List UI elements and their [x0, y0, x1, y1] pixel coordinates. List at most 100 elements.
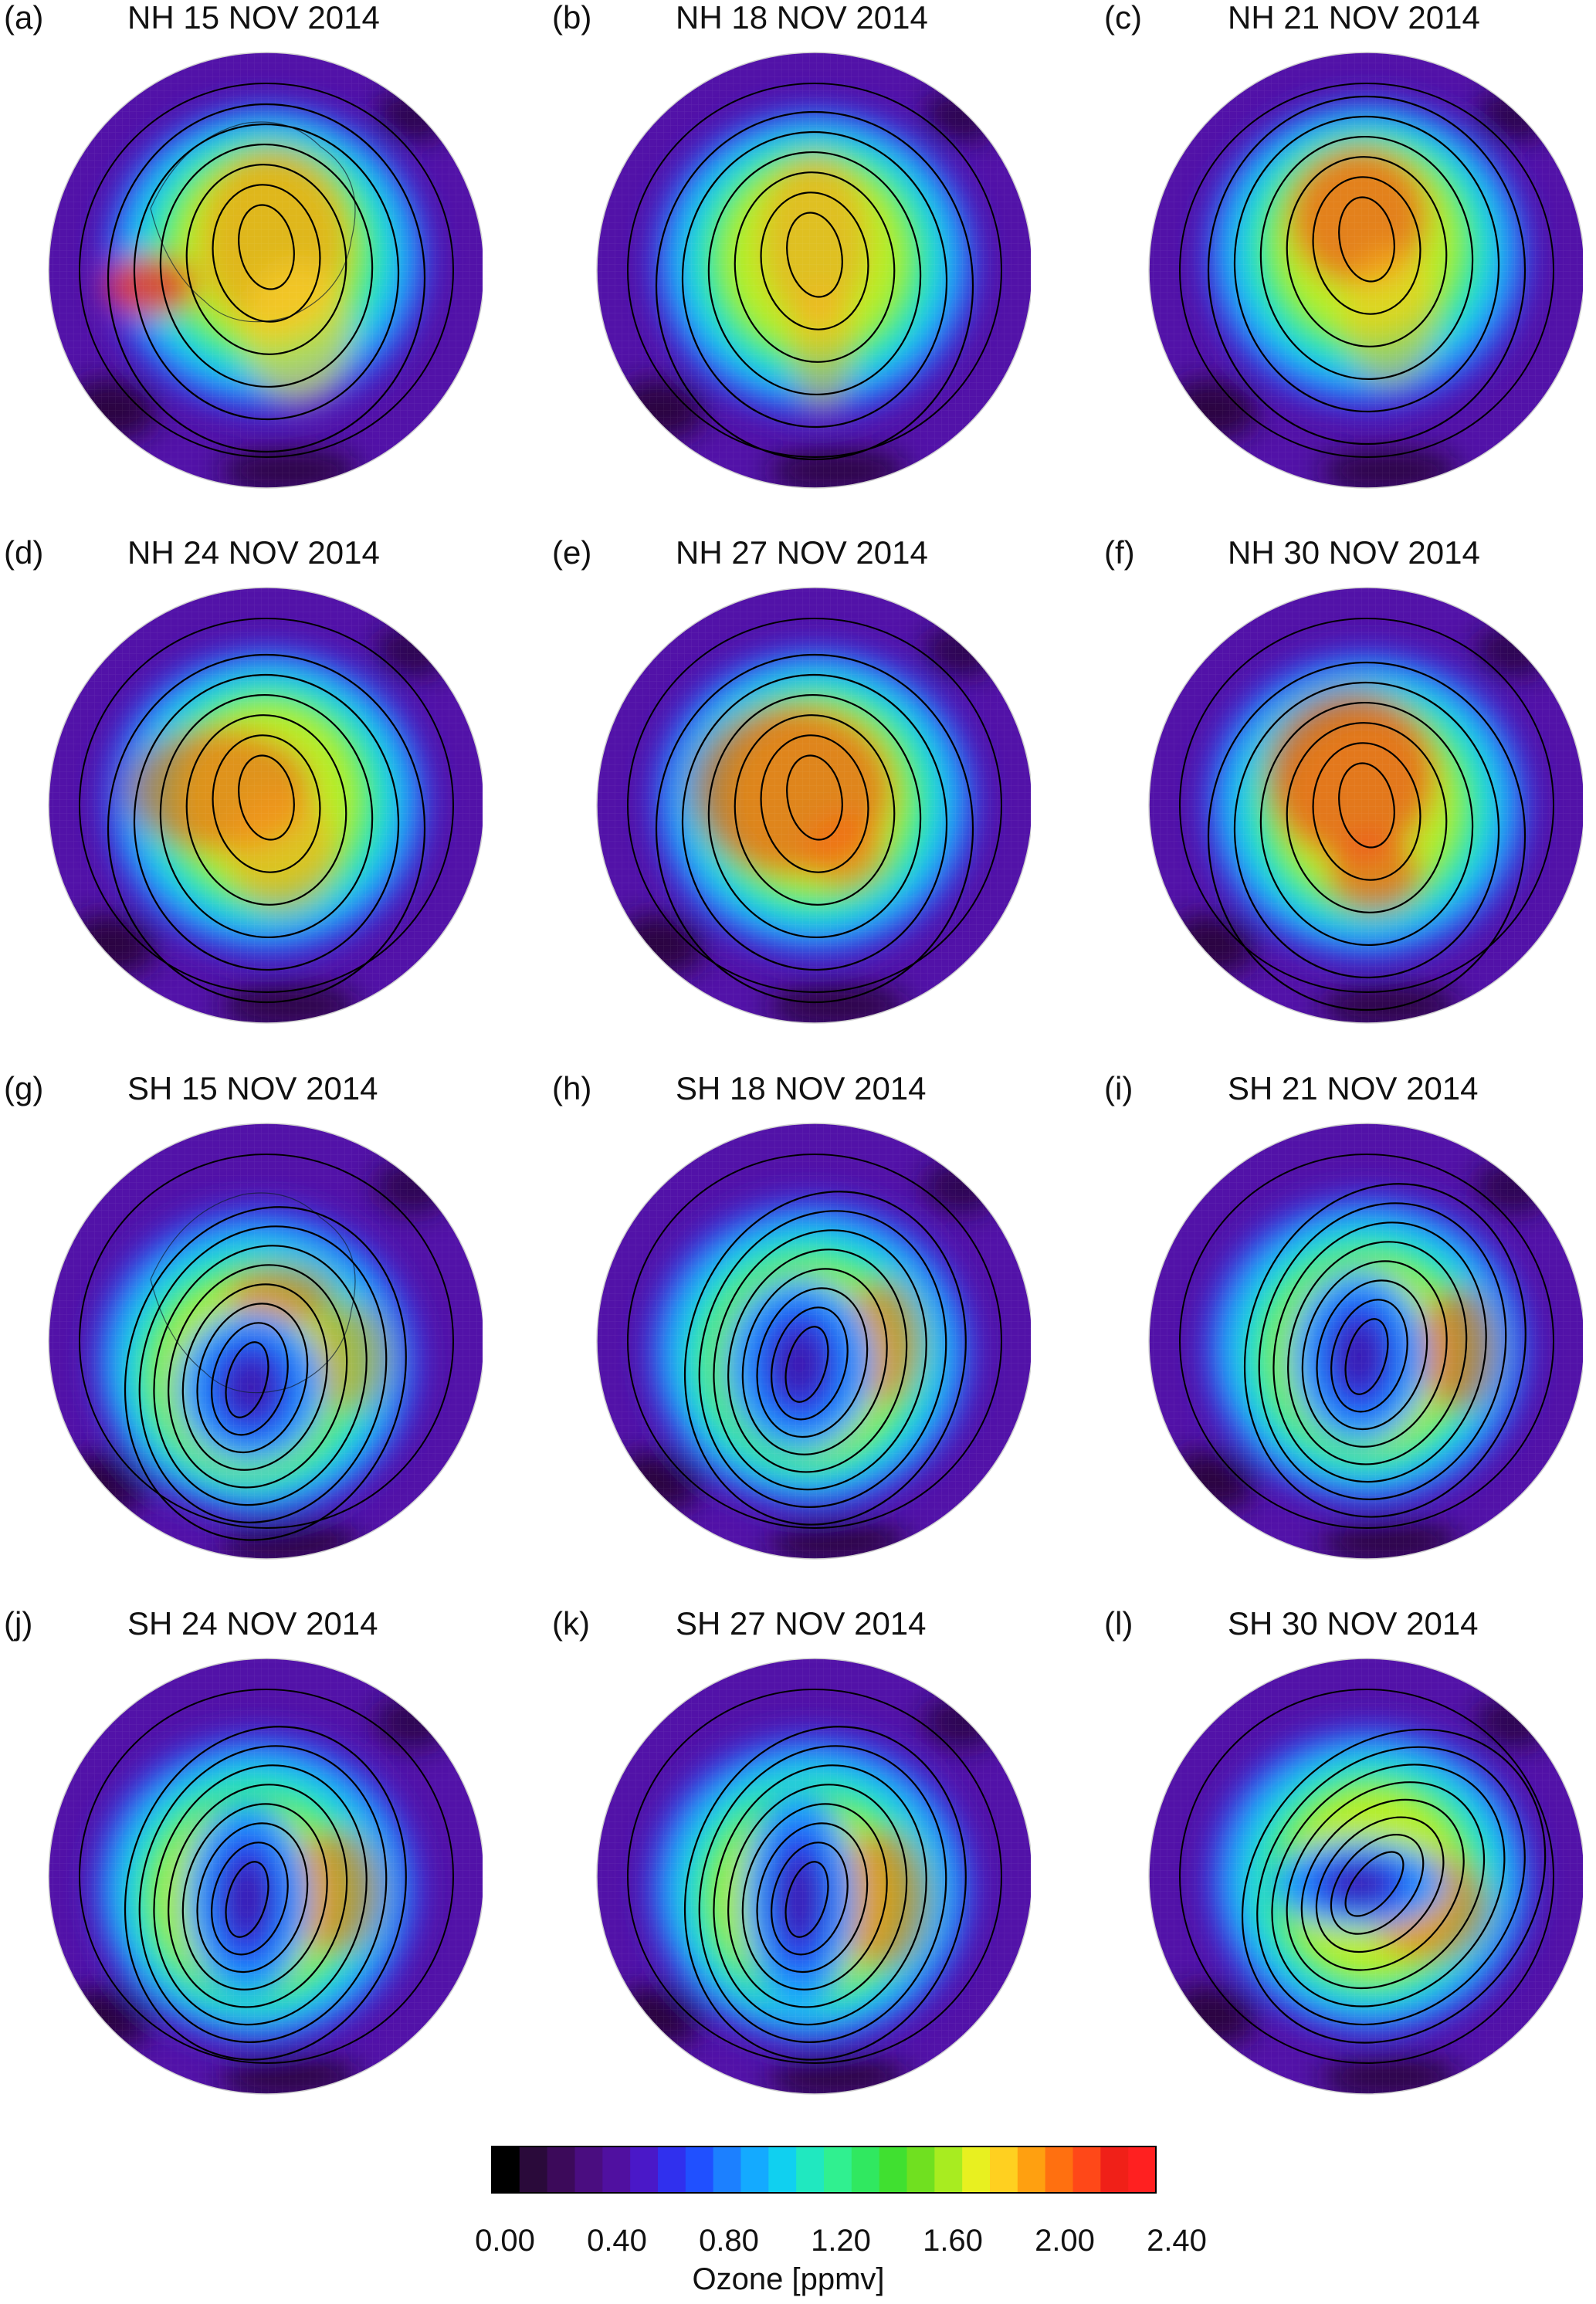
colorbar-label: Ozone [ppmv]	[692, 2262, 885, 2296]
colorbar-swatch	[740, 2146, 769, 2193]
polar-map	[1148, 587, 1583, 1024]
panel-title: SH 24 NOV 2014	[127, 1605, 378, 1642]
colorbar-tick-label: 1.20	[811, 2224, 871, 2258]
map-panel-g: (g) SH 15 NOV 2014	[4, 1071, 483, 1596]
ozone-field	[1149, 1659, 1583, 2094]
panel-letter: (j)	[4, 1605, 33, 1642]
map-panel-k: (k) SH 27 NOV 2014	[552, 1606, 1031, 2131]
colorbar-swatch	[768, 2146, 797, 2193]
colorbar-swatch	[685, 2146, 714, 2193]
colorbar-tick-label: 0.00	[475, 2224, 535, 2258]
panel-letter: (f)	[1104, 534, 1135, 571]
colorbar-swatch	[906, 2146, 935, 2193]
map-panel-f: (f) NH 30 NOV 2014	[1104, 535, 1583, 1060]
colorbar-swatch	[824, 2146, 852, 2193]
graticule	[1149, 588, 1583, 1023]
contour-lines	[79, 1689, 454, 2064]
ozone-field	[1149, 1123, 1583, 1559]
map-panel-j: (j) SH 24 NOV 2014	[4, 1606, 483, 2131]
map-panel-c: (c) NH 21 NOV 2014	[1104, 0, 1583, 525]
colorbar-swatch	[574, 2146, 603, 2193]
polar-map	[1148, 52, 1583, 489]
colorbar-tick-label: 0.40	[587, 2224, 647, 2258]
panel-title: NH 30 NOV 2014	[1228, 534, 1480, 571]
colorbar-swatch	[851, 2146, 880, 2193]
coastline	[150, 121, 356, 323]
colorbar-swatch	[962, 2146, 991, 2193]
map-panel-d: (d) NH 24 NOV 2014	[4, 535, 483, 1060]
graticule	[49, 588, 483, 1023]
map-border	[1148, 587, 1583, 1024]
graticule	[597, 1659, 1031, 2094]
graticule	[49, 1659, 483, 2094]
graticule	[1149, 1659, 1583, 2094]
ozone-field	[1149, 588, 1583, 1023]
panel-title: NH 21 NOV 2014	[1228, 0, 1480, 36]
panel-title: SH 18 NOV 2014	[676, 1070, 927, 1106]
contour-lines	[79, 83, 454, 458]
polar-map	[48, 1658, 483, 2095]
polar-map	[1148, 1658, 1583, 2095]
ozone-field	[597, 53, 1031, 488]
contour-lines	[1179, 83, 1554, 458]
map-panel-e: (e) NH 27 NOV 2014	[552, 535, 1031, 1060]
colorbar-swatch	[879, 2146, 907, 2193]
colorbar-swatch	[934, 2146, 963, 2193]
polar-map	[596, 1123, 1031, 1560]
colorbar-swatch	[547, 2146, 575, 2193]
map-border	[48, 1658, 483, 2095]
map-border	[48, 52, 483, 489]
colorbar-tick-label: 1.60	[923, 2224, 983, 2258]
ozone-field	[49, 1659, 483, 2094]
colorbar-frame	[491, 2146, 1157, 2194]
panel-letter: (i)	[1104, 1070, 1133, 1106]
map-border	[48, 587, 483, 1024]
polar-map	[48, 52, 483, 489]
panel-letter: (g)	[4, 1070, 44, 1106]
colorbar-swatch	[1017, 2146, 1046, 2193]
polar-map	[1148, 1123, 1583, 1560]
contour-lines	[627, 1154, 1002, 1529]
colorbar-swatch	[1045, 2146, 1073, 2193]
graticule	[1149, 53, 1583, 488]
map-border	[48, 1123, 483, 1560]
ozone-field	[597, 1659, 1031, 2094]
panel-letter: (e)	[552, 534, 592, 571]
colorbar-tick-label: 0.80	[699, 2224, 759, 2258]
contour-lines	[627, 83, 1002, 461]
colorbar-tick-label: 2.40	[1147, 2224, 1207, 2258]
map-panel-i: (i) SH 21 NOV 2014	[1104, 1071, 1583, 1596]
panel-title: NH 24 NOV 2014	[127, 534, 380, 571]
ozone-field	[49, 53, 483, 488]
polar-map	[596, 587, 1031, 1024]
colorbar-swatch	[1128, 2146, 1157, 2193]
map-border	[596, 1123, 1031, 1560]
map-panel-b: (b) NH 18 NOV 2014	[552, 0, 1031, 525]
colorbar-swatch	[602, 2146, 631, 2193]
ozone-field	[1149, 53, 1583, 488]
colorbar-tick-label: 2.00	[1035, 2224, 1095, 2258]
ozone-field	[49, 588, 483, 1023]
panel-letter: (l)	[1104, 1605, 1133, 1642]
polar-map	[596, 1658, 1031, 2095]
map-panel-h: (h) SH 18 NOV 2014	[552, 1071, 1031, 1596]
graticule	[597, 588, 1031, 1023]
polar-map	[596, 52, 1031, 489]
ozone-field	[597, 588, 1031, 1023]
panel-letter: (a)	[4, 0, 44, 36]
panel-title: SH 30 NOV 2014	[1228, 1605, 1479, 1642]
colorbar-swatch	[1072, 2146, 1101, 2193]
colorbar-swatch	[1100, 2146, 1129, 2193]
map-border	[596, 587, 1031, 1024]
colorbar-swatch	[990, 2146, 1018, 2193]
map-border	[596, 1658, 1031, 2095]
panel-title: NH 15 NOV 2014	[127, 0, 380, 36]
colorbar-swatch	[519, 2146, 548, 2193]
panel-title: NH 27 NOV 2014	[676, 534, 928, 571]
colorbar-swatch	[658, 2146, 686, 2193]
map-border	[1148, 52, 1583, 489]
ozone-field	[49, 1123, 483, 1559]
coastline	[150, 1192, 356, 1394]
graticule	[1149, 1123, 1583, 1559]
panel-title: NH 18 NOV 2014	[676, 0, 928, 36]
